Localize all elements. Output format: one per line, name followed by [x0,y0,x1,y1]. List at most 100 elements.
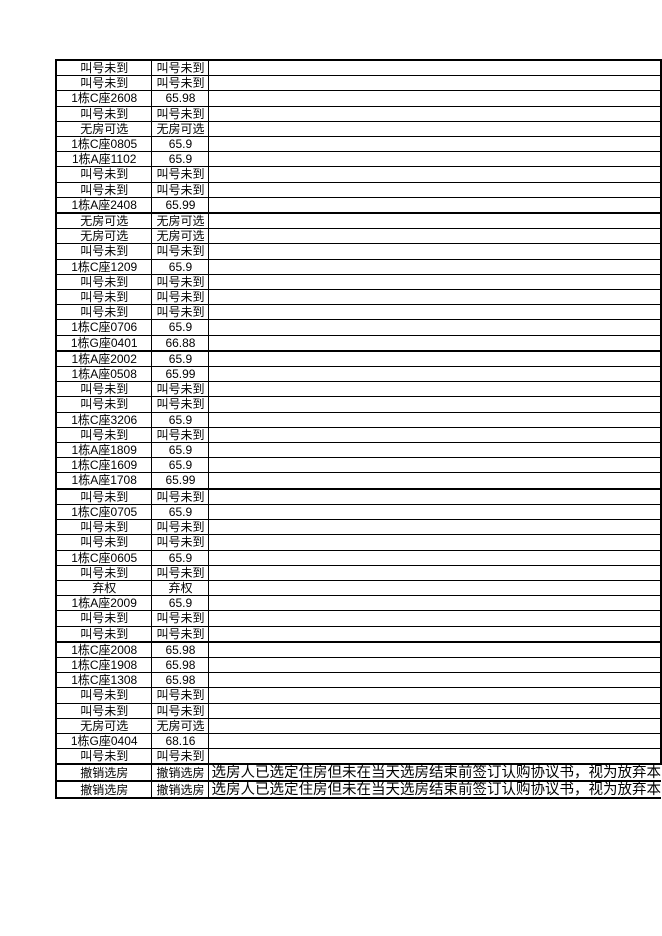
cell[interactable] [208,181,662,198]
cell[interactable] [208,75,662,92]
cell[interactable]: 叫号未到 [55,273,153,291]
cell[interactable]: 叫号未到 [151,426,210,444]
cell[interactable] [208,196,662,214]
cell[interactable] [208,228,662,245]
cell[interactable]: 叫号未到 [151,564,210,581]
cell[interactable] [208,549,662,566]
cell[interactable]: 叫号未到 [55,381,153,398]
cell[interactable]: 叫号未到 [55,59,153,77]
cell[interactable]: 叫号未到 [151,304,210,321]
cell[interactable] [208,487,662,505]
cell[interactable] [208,366,662,383]
cell[interactable]: 65.9 [151,258,210,275]
cell[interactable]: 无房可选 [55,717,153,734]
cell[interactable] [208,625,662,643]
cell[interactable]: 65.9 [151,503,210,521]
cell[interactable] [208,136,662,153]
cell[interactable] [208,304,662,321]
cell[interactable]: 1栋C座3206 [55,411,153,428]
cell[interactable] [208,579,662,597]
cell[interactable]: 叫号未到 [151,610,210,627]
cell[interactable]: 1栋G座0401 [55,334,153,352]
cell[interactable]: 66.88 [151,334,210,352]
cell[interactable]: 叫号未到 [55,181,153,198]
cell[interactable]: 叫号未到 [151,59,210,77]
cell[interactable]: 叫号未到 [55,564,153,581]
cell[interactable] [208,610,662,627]
cell[interactable]: 叫号未到 [55,702,153,719]
cell[interactable]: 65.98 [151,90,210,107]
cell[interactable] [208,273,662,291]
cell[interactable] [208,519,662,536]
cell[interactable]: 1栋C座0805 [55,136,153,153]
note-cell[interactable]: 选房人已选定住房但未在当天选房结束前签订认购协议书，视为放弃本 [208,780,661,800]
cell[interactable]: 1栋A座0508 [55,366,153,383]
cell[interactable]: 叫号未到 [55,687,153,704]
cell[interactable]: 叫号未到 [55,75,153,92]
cell[interactable]: 撤销选房 [55,763,153,782]
cell[interactable]: 叫号未到 [55,105,153,122]
cell[interactable]: 无房可选 [55,120,153,138]
cell[interactable] [208,319,662,336]
cell[interactable] [208,534,662,551]
cell[interactable]: 无房可选 [151,120,210,138]
cell[interactable]: 叫号未到 [55,534,153,551]
cell[interactable]: 叫号未到 [55,426,153,444]
cell[interactable]: 65.9 [151,411,210,428]
cell[interactable]: 1栋C座0705 [55,503,153,521]
cell[interactable]: 无房可选 [55,228,153,245]
cell[interactable] [208,672,662,689]
cell[interactable]: 无房可选 [151,717,210,734]
cell[interactable] [208,243,662,260]
cell[interactable] [208,411,662,428]
cell[interactable] [208,442,662,459]
cell[interactable]: 1栋A座2002 [55,349,153,368]
cell[interactable]: 叫号未到 [151,381,210,398]
cell[interactable] [208,457,662,474]
cell[interactable]: 无房可选 [151,228,210,245]
cell[interactable]: 弃权 [151,579,210,597]
cell[interactable] [208,151,662,168]
cell[interactable]: 叫号未到 [151,181,210,198]
cell[interactable] [208,59,662,77]
cell[interactable]: 1栋A座1708 [55,472,153,490]
cell[interactable] [208,640,662,658]
cell[interactable]: 65.9 [151,442,210,459]
cell[interactable] [208,687,662,704]
cell[interactable] [208,166,662,183]
cell[interactable]: 1栋C座1308 [55,672,153,689]
cell[interactable]: 1栋C座0706 [55,319,153,336]
cell[interactable] [208,426,662,444]
cell[interactable] [208,503,662,521]
cell[interactable]: 叫号未到 [55,166,153,183]
cell[interactable]: 65.9 [151,595,210,612]
cell[interactable] [208,105,662,122]
cell[interactable]: 叫号未到 [151,396,210,413]
cell[interactable]: 叫号未到 [151,687,210,704]
cell[interactable] [208,564,662,581]
cell[interactable]: 叫号未到 [151,487,210,505]
cell[interactable]: 1栋C座2008 [55,640,153,658]
cell[interactable]: 65.9 [151,319,210,336]
cell[interactable]: 叫号未到 [151,166,210,183]
cell[interactable] [208,289,662,306]
cell[interactable]: 叫号未到 [151,625,210,643]
cell[interactable]: 1栋A座1102 [55,151,153,168]
cell[interactable]: 65.98 [151,640,210,658]
cell[interactable]: 叫号未到 [55,396,153,413]
cell[interactable] [208,212,662,230]
cell[interactable]: 叫号未到 [55,748,153,765]
cell[interactable]: 叫号未到 [55,243,153,260]
cell[interactable]: 1栋A座2009 [55,595,153,612]
cell[interactable]: 1栋C座2608 [55,90,153,107]
cell[interactable]: 65.98 [151,656,210,674]
cell[interactable]: 叫号未到 [151,243,210,260]
cell[interactable] [208,656,662,674]
cell[interactable]: 无房可选 [55,212,153,230]
cell[interactable]: 无房可选 [151,212,210,230]
cell[interactable]: 65.9 [151,457,210,474]
cell[interactable]: 65.9 [151,151,210,168]
cell[interactable]: 叫号未到 [55,289,153,306]
cell[interactable]: 叫号未到 [151,702,210,719]
cell[interactable]: 叫号未到 [151,273,210,291]
